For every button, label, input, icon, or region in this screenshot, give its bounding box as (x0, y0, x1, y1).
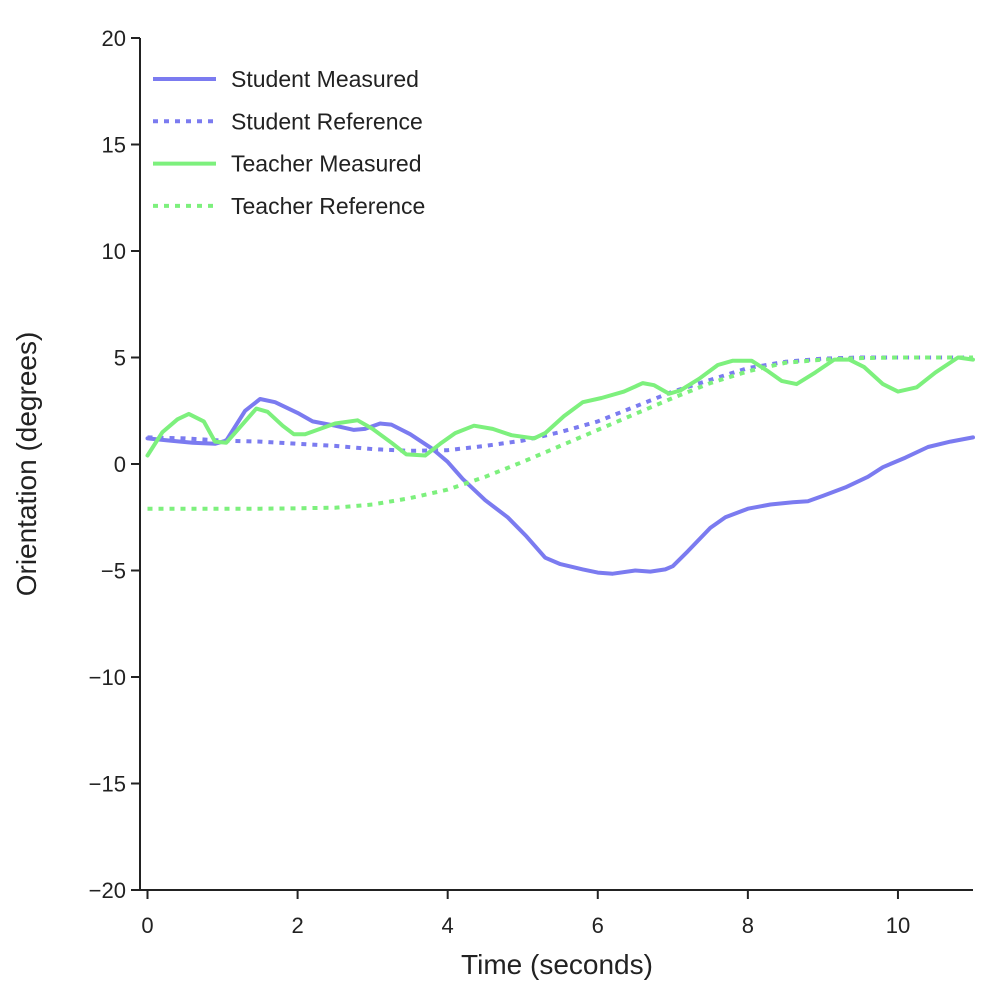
series-line-student-reference (147, 355, 973, 453)
legend: Student Measured Student Reference Teacher… (153, 66, 425, 219)
y-axis-title: Orientation (degrees) (11, 332, 42, 597)
legend-label-student-measured: Student Measured (231, 66, 419, 92)
x-tick-label: 6 (592, 913, 604, 938)
x-tick-label: 0 (141, 913, 153, 938)
y-tick-label: 0 (114, 452, 126, 477)
x-tick-label: 4 (442, 913, 454, 938)
x-tick-label: 2 (291, 913, 303, 938)
legend-label-student-reference: Student Reference (231, 108, 423, 134)
axes: −20 −15 −10 −5 0 5 10 15 20 0 2 4 6 8 10 (89, 26, 973, 938)
legend-label-teacher-reference: Teacher Reference (231, 193, 425, 219)
x-tick-label: 10 (886, 913, 910, 938)
x-tick-label: 8 (742, 913, 754, 938)
y-tick-label: −5 (101, 559, 126, 584)
series-lines (145, 355, 975, 576)
series-line-teacher-measured (145, 355, 975, 458)
y-tick-label: 5 (114, 346, 126, 371)
x-axis-title: Time (seconds) (461, 949, 653, 980)
y-tick-label: −15 (89, 772, 126, 797)
y-tick-label: −10 (89, 665, 126, 690)
y-tick-label: 10 (102, 239, 126, 264)
y-tick-label: 20 (102, 26, 126, 51)
series-line-student-measured (145, 397, 975, 576)
y-tick-label: 15 (102, 133, 126, 158)
y-tick-label: −20 (89, 878, 126, 903)
legend-label-teacher-measured: Teacher Measured (231, 151, 422, 177)
